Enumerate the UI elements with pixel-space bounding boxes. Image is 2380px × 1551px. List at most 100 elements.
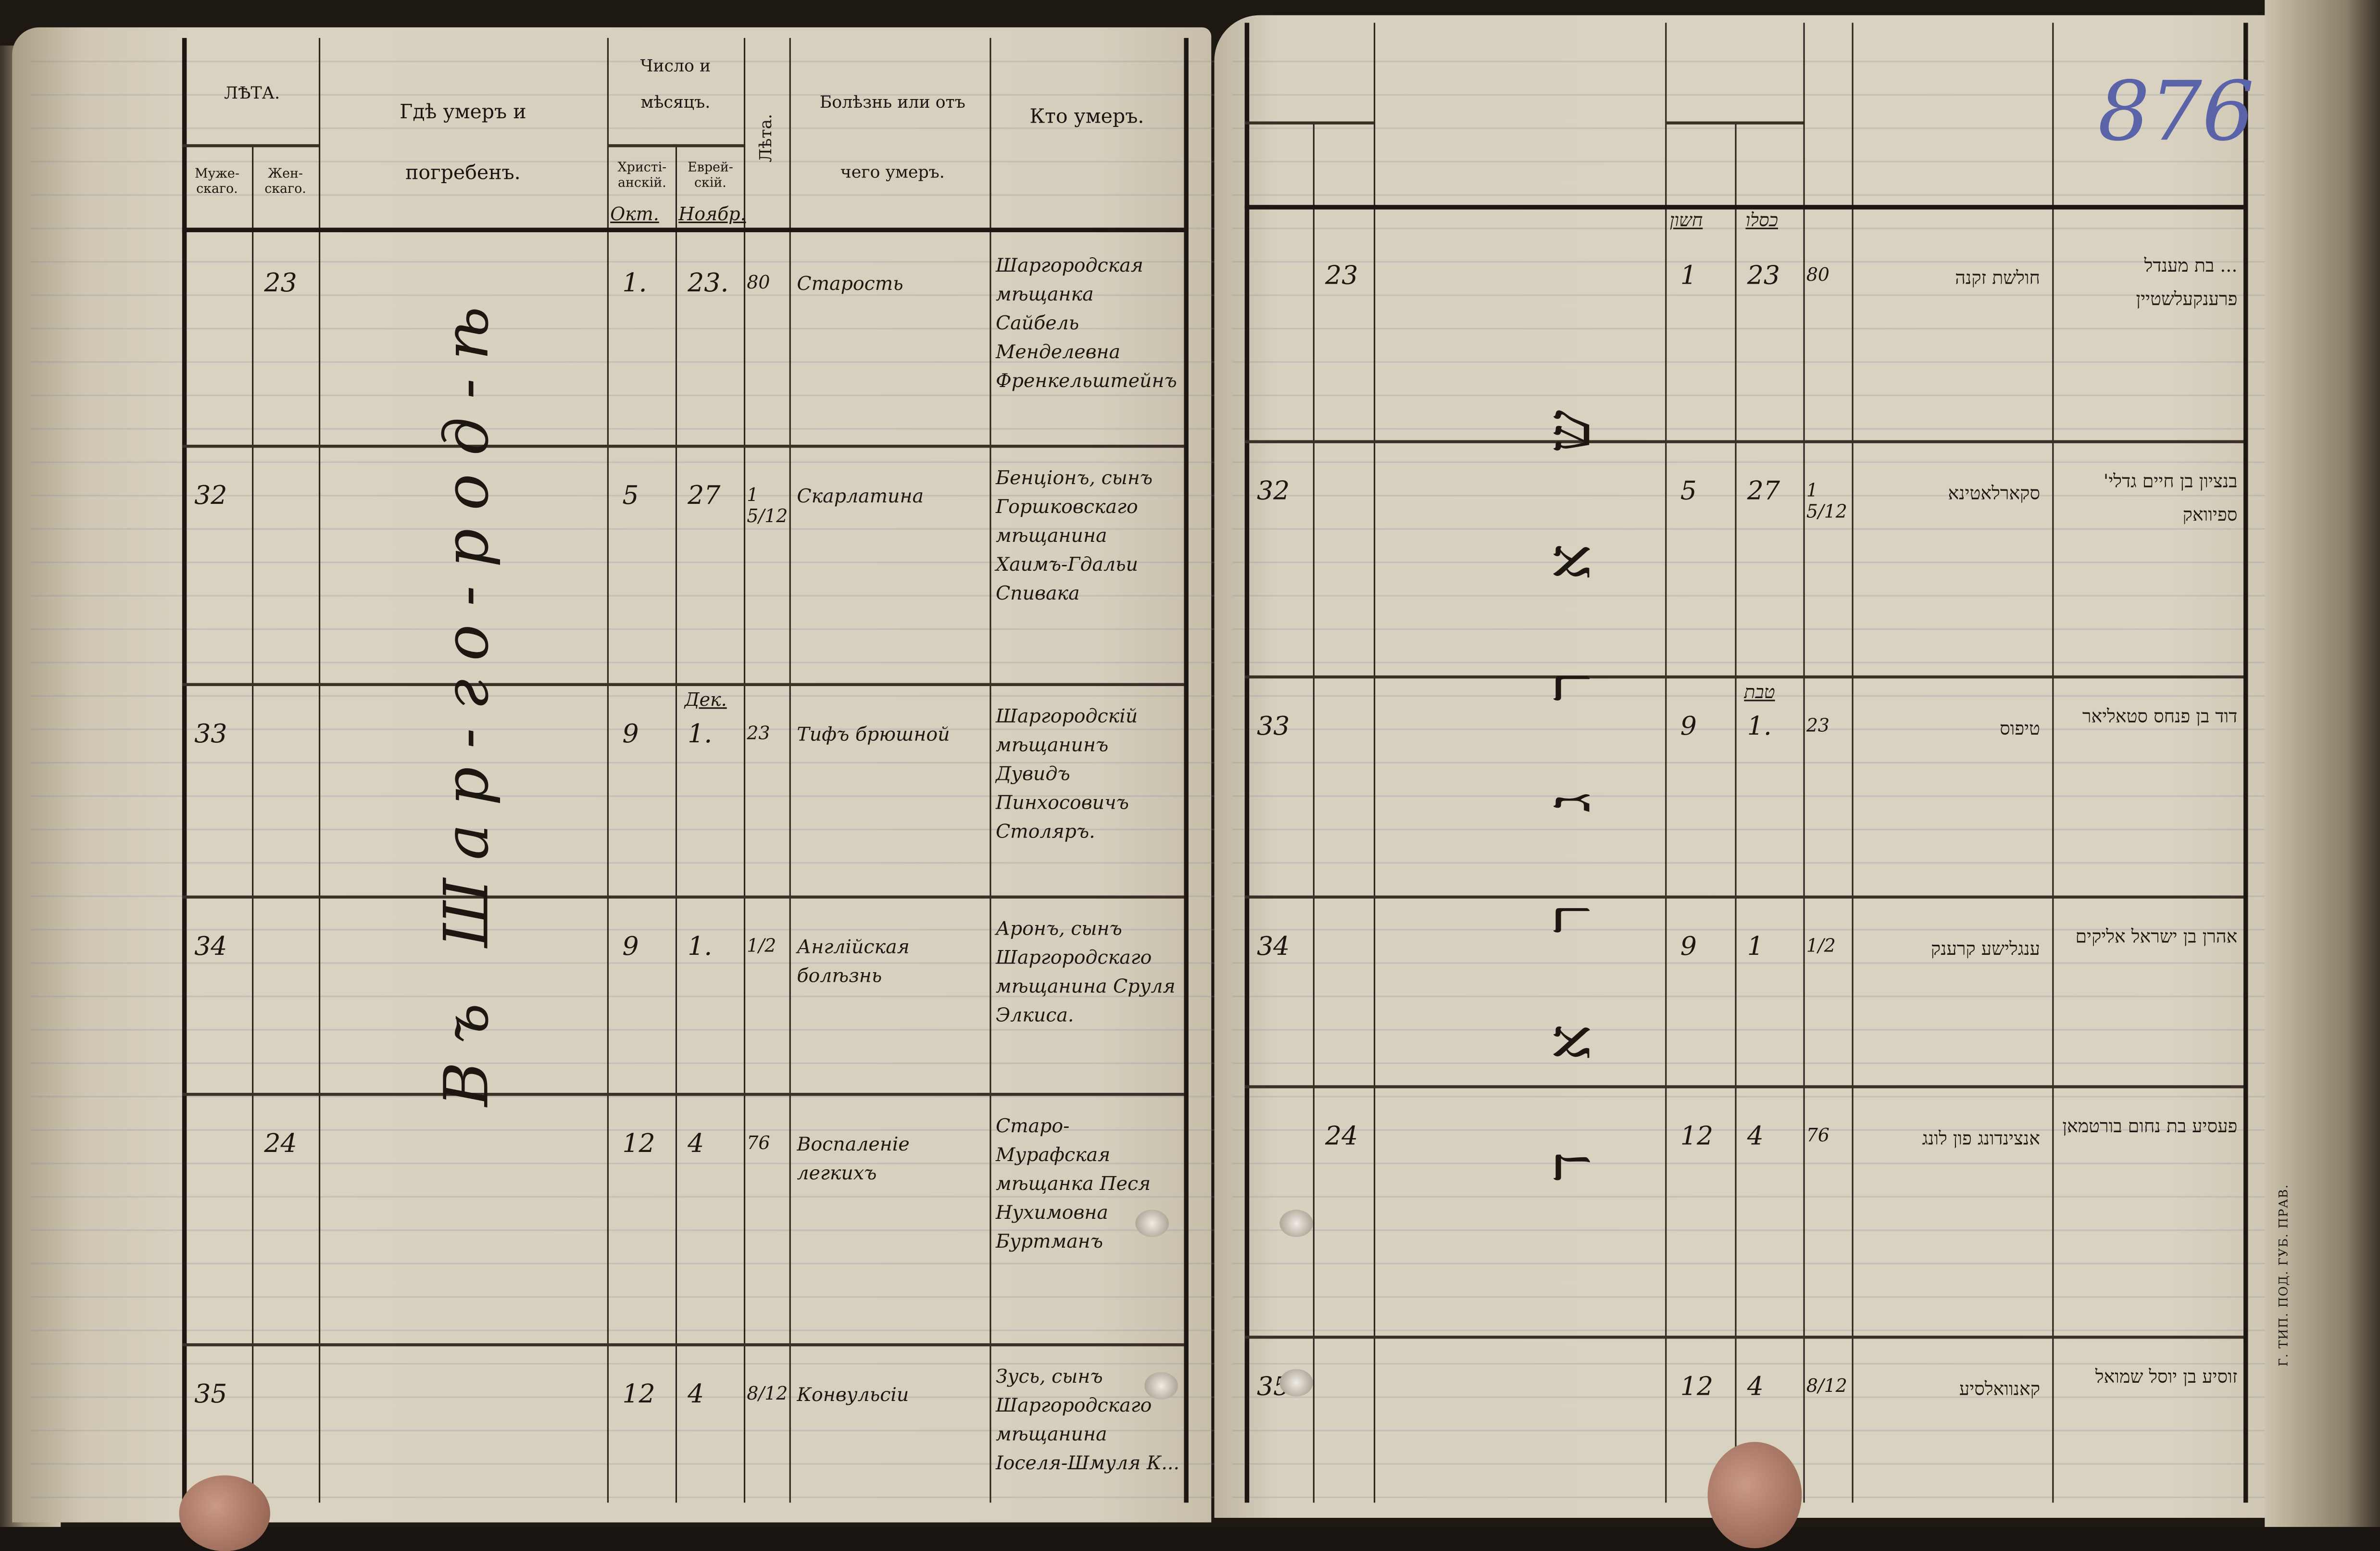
ruling-line	[30, 1163, 1215, 1164]
age-female: 24	[264, 1129, 297, 1160]
ruling-line	[30, 428, 1215, 430]
day-christian: 1.	[622, 268, 647, 299]
ruling-line	[30, 762, 1215, 763]
deceased-name: Бенціонъ, сынъ Горшковскаго мѣщанина Хаи…	[995, 466, 1153, 604]
age-years: 80	[747, 272, 770, 293]
day-jewish: 1.	[688, 719, 713, 750]
ruling-line	[1232, 962, 2265, 964]
ruling-line	[1232, 1163, 2265, 1164]
ruling-line	[30, 361, 1215, 363]
ruling-line	[1232, 161, 2265, 163]
header-place: Гдѣ умеръ и погребенъ.	[400, 101, 526, 186]
thumb-left	[179, 1475, 270, 1551]
ruling-line	[30, 1429, 1215, 1432]
ruling-line	[30, 562, 1215, 563]
column-border	[182, 38, 187, 1503]
ruling-line	[30, 1229, 1215, 1231]
ruling-line	[1232, 628, 2265, 630]
row-separator	[1244, 1085, 2244, 1088]
printer-imprint: Г. ТИП. ПОД. ГУБ. ПРАВ.	[2277, 1184, 2291, 1367]
ruling-line	[30, 929, 1215, 931]
ruling-line	[30, 1363, 1215, 1365]
header-age: ЛѢТА.	[224, 83, 280, 103]
ruling-line	[30, 495, 1215, 497]
ruling-line	[30, 327, 1215, 330]
ruling-line	[30, 628, 1215, 630]
deceased-name: ... בת מענדל פרענקעלשטיין	[2136, 255, 2238, 310]
day-christian: 5	[622, 481, 639, 512]
column-border	[1184, 38, 1189, 1503]
day-christian: 12	[622, 1129, 655, 1160]
month-christian-hebrew: חשון	[1669, 209, 1703, 231]
age-female: 24	[1325, 1122, 1358, 1152]
deceased-name: דוד בן פנחס סטאליאר	[2082, 706, 2238, 727]
day-jewish: 4	[688, 1379, 704, 1410]
ruling-line	[30, 1496, 1215, 1498]
day-christian: 9	[1680, 712, 1697, 742]
cause-of-death: אנצינדונג פון לונג	[1922, 1127, 2041, 1149]
ruling-line	[30, 828, 1215, 830]
ruling-line	[1232, 327, 2265, 330]
month-jewish-hebrew: כסלו	[1745, 209, 1779, 231]
ruling-line	[1232, 1363, 2265, 1365]
ruling-line	[1232, 1429, 2265, 1432]
column-border	[2243, 23, 2248, 1503]
header-bottom-line	[182, 227, 1184, 233]
ruling-line	[30, 1263, 1215, 1264]
page-number: 876	[2097, 63, 2255, 160]
ruling-line	[30, 1463, 1215, 1465]
ruling-line	[30, 1029, 1215, 1031]
day-jewish: 23.	[688, 268, 729, 299]
ruling-line	[1232, 1229, 2265, 1231]
month-jewish: Ноябр.	[678, 203, 746, 225]
header-date-jewish: Еврей-скій.	[688, 161, 733, 192]
ruling-line	[1232, 562, 2265, 563]
left-page	[12, 27, 1212, 1523]
ruling-line	[1232, 695, 2265, 697]
header-bottom-line	[1244, 205, 2244, 210]
ruling-line	[30, 728, 1215, 730]
cause-of-death: קאנוואלסיע	[1959, 1378, 2041, 1400]
ruling-line	[1232, 1196, 2265, 1198]
age-female: 23	[1325, 261, 1358, 292]
age-male: 35	[194, 1379, 227, 1410]
deceased-name: בנציון בן חיים גדלי' ספיוואק	[2103, 470, 2238, 525]
ruling-line	[1232, 728, 2265, 730]
header-who: Кто умеръ.	[1029, 106, 1144, 129]
header-cause: Болѣзнь или отъ чего умеръ.	[819, 92, 965, 182]
day-jewish: 1.	[688, 932, 713, 963]
ruling-line	[30, 1329, 1215, 1331]
cause-of-death: Конвульсіи	[797, 1383, 909, 1406]
ruling-line	[30, 161, 1215, 163]
ruling-line	[1232, 127, 2265, 129]
cause-of-death: חולשת זקנה	[1955, 267, 2041, 288]
column-line	[789, 38, 791, 1503]
ruling-line	[1232, 227, 2265, 229]
ruling-line	[1232, 929, 2265, 931]
cause-of-death: Тифъ брюшной	[797, 722, 950, 746]
ruling-line	[1232, 1029, 2265, 1031]
ruling-line	[30, 1096, 1215, 1098]
ruling-line	[30, 695, 1215, 697]
month-jewish-note: טבת	[1744, 681, 1775, 703]
ruling-line	[30, 94, 1215, 96]
right-page	[1214, 15, 2277, 1518]
ruling-line	[1232, 294, 2265, 296]
header-divider	[1244, 121, 1374, 124]
day-christian: 9	[622, 932, 639, 963]
age-male: 33	[194, 719, 227, 750]
ruling-line	[1232, 495, 2265, 497]
column-line	[607, 38, 609, 1503]
column-line	[675, 144, 677, 1503]
column-line	[1852, 23, 1854, 1503]
age-years: 8/12	[747, 1383, 788, 1404]
binding-hole	[1144, 1372, 1178, 1400]
ruling-line	[30, 1062, 1215, 1064]
day-christian: 1	[1680, 261, 1697, 292]
cause-of-death: סקארלאטינא	[1948, 482, 2041, 504]
deceased-name: Зусь, сынъ Шаргородскаго мѣщанина Іоселя…	[995, 1364, 1180, 1474]
age-years: 1 5/12	[1806, 479, 1847, 523]
day-christian: 5	[1680, 476, 1697, 507]
header-age-female: Жен-скаго.	[264, 167, 306, 198]
